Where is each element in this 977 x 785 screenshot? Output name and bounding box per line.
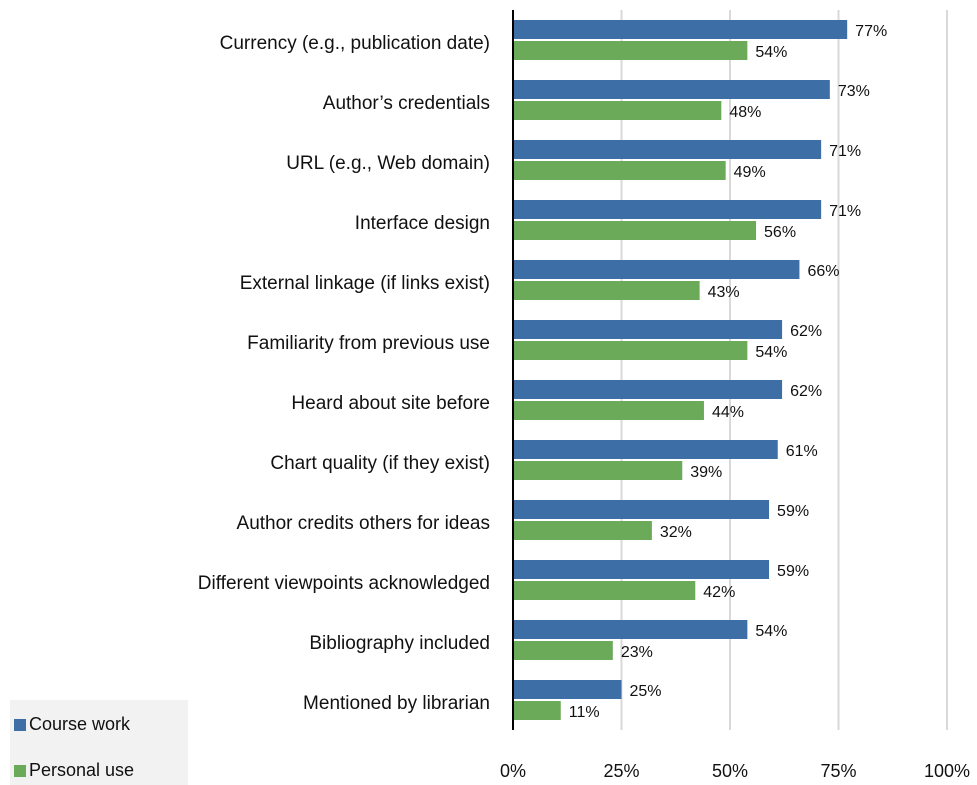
value-label: 71% bbox=[829, 203, 861, 220]
value-label: 54% bbox=[755, 623, 787, 640]
legend-box bbox=[10, 700, 188, 785]
value-label: 61% bbox=[786, 443, 818, 460]
x-tick-label: 25% bbox=[603, 761, 639, 781]
category-label: Chart quality (if they exist) bbox=[270, 453, 490, 474]
category-label: Heard about site before bbox=[291, 393, 490, 414]
category-label: URL (e.g., Web domain) bbox=[286, 153, 490, 174]
bar bbox=[513, 521, 652, 540]
x-tick-label: 0% bbox=[500, 761, 526, 781]
value-label: 25% bbox=[630, 683, 662, 700]
bar bbox=[513, 101, 722, 120]
bar bbox=[513, 560, 770, 579]
bar bbox=[513, 80, 830, 99]
value-label: 54% bbox=[755, 344, 787, 361]
x-tick-label: 100% bbox=[924, 761, 970, 781]
category-label: Currency (e.g., publication date) bbox=[220, 33, 490, 54]
bar bbox=[513, 341, 748, 360]
category-label: Familiarity from previous use bbox=[247, 333, 490, 354]
bar bbox=[513, 500, 770, 519]
bar bbox=[513, 620, 748, 639]
value-label: 54% bbox=[755, 44, 787, 61]
category-label: External linkage (if links exist) bbox=[240, 273, 490, 294]
bar bbox=[513, 320, 783, 339]
x-tick-label: 50% bbox=[712, 761, 748, 781]
value-label: 32% bbox=[660, 524, 692, 541]
value-label: 23% bbox=[621, 644, 653, 661]
legend-swatch bbox=[14, 765, 26, 777]
value-label: 59% bbox=[777, 503, 809, 520]
value-label: 62% bbox=[790, 323, 822, 340]
category-label: Interface design bbox=[355, 213, 490, 234]
value-label: 44% bbox=[712, 404, 744, 421]
value-label: 49% bbox=[734, 164, 766, 181]
value-label: 56% bbox=[764, 224, 796, 241]
value-label: 71% bbox=[829, 143, 861, 160]
value-label: 11% bbox=[569, 704, 600, 721]
bar bbox=[513, 221, 757, 240]
bar bbox=[513, 401, 704, 420]
category-label: Author credits others for ideas bbox=[237, 513, 490, 534]
bar bbox=[513, 281, 700, 300]
value-label: 73% bbox=[838, 83, 870, 100]
bar bbox=[513, 200, 822, 219]
bar bbox=[513, 680, 622, 699]
value-label: 42% bbox=[703, 584, 735, 601]
bar bbox=[513, 20, 848, 39]
bar bbox=[513, 140, 822, 159]
category-label: Mentioned by librarian bbox=[303, 693, 490, 714]
bar bbox=[513, 641, 613, 660]
x-tick-label: 75% bbox=[820, 761, 856, 781]
value-label: 39% bbox=[690, 464, 722, 481]
bar bbox=[513, 260, 800, 279]
category-label: Author’s credentials bbox=[323, 93, 490, 114]
value-label: 48% bbox=[729, 104, 761, 121]
value-label: 59% bbox=[777, 563, 809, 580]
bar bbox=[513, 701, 561, 720]
value-label: 66% bbox=[807, 263, 839, 280]
bar bbox=[513, 440, 778, 459]
value-label: 77% bbox=[855, 23, 887, 40]
value-label: 62% bbox=[790, 383, 822, 400]
bar bbox=[513, 380, 783, 399]
category-label: Bibliography included bbox=[309, 633, 490, 654]
bar bbox=[513, 161, 726, 180]
bar bbox=[513, 41, 748, 60]
legend-label: Course work bbox=[29, 714, 131, 734]
bar bbox=[513, 581, 696, 600]
value-label: 43% bbox=[708, 284, 740, 301]
category-label: Different viewpoints acknowledged bbox=[198, 573, 490, 594]
legend-label: Personal use bbox=[29, 760, 134, 780]
bar bbox=[513, 461, 683, 480]
legend-swatch bbox=[14, 719, 26, 731]
